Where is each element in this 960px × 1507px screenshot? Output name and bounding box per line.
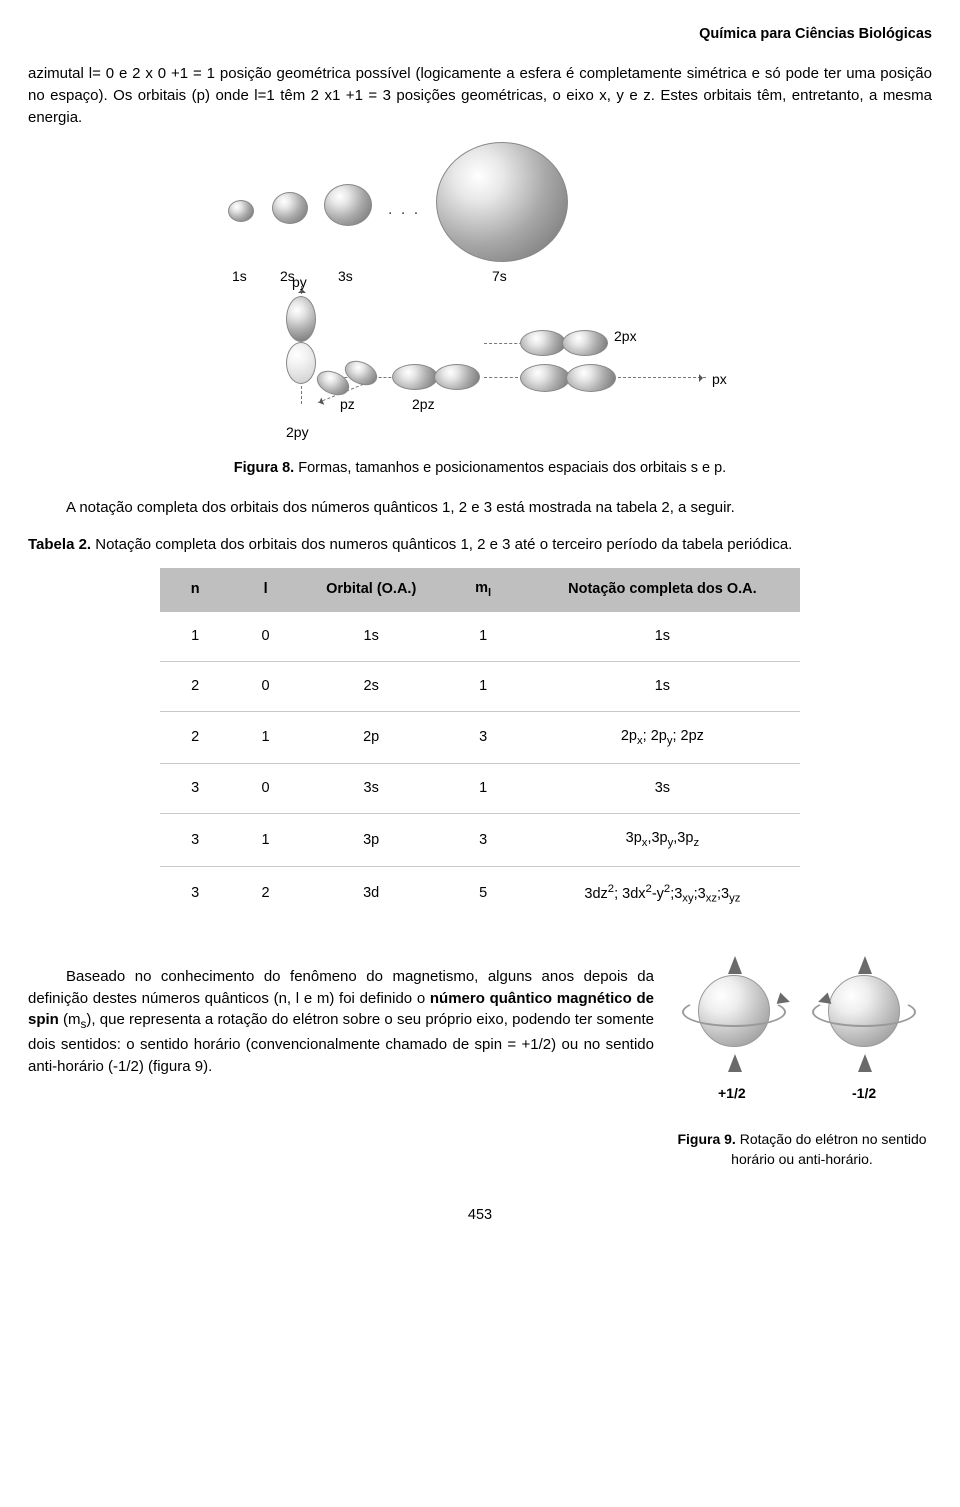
table-cell: 1 [230,712,300,764]
label-px: px [712,369,727,389]
paragraph-3: Baseado no conhecimento do fenômeno do m… [28,951,654,1078]
orbital-7s-icon [436,142,568,262]
lobe-2pz-a-icon [392,364,438,390]
th-n: n [160,568,230,612]
table-cell: 3 [442,814,525,866]
paragraph-3-text: Baseado no conhecimento do fenômeno do m… [28,966,654,1078]
th-ml-sub: l [488,587,491,599]
figure-9: +1/2 -1/2 Figura 9. Rotação do elétron n… [672,951,932,1170]
s-orbitals-row: . . . 1s 2s 3s 7s [220,140,740,280]
page-header: Química para Ciências Biológicas [28,24,932,45]
th-l: l [230,568,300,612]
table2-caption-bold: Tabela 2. [28,536,91,553]
p-orbitals-row: py pz 2pz 2px px 2py [220,284,740,454]
label-2px: 2px [614,326,637,346]
spin-label-minus: -1/2 [852,1083,876,1103]
th-ml: ml [442,568,525,612]
table-row: 212p32px; 2py; 2pz [160,712,800,764]
table-cell: 2 [230,866,300,921]
table-cell: 1s [301,612,442,662]
orbital-2s-icon [272,192,308,224]
axis-arrow-up-right-icon [858,949,872,974]
axis-x-icon [618,377,706,378]
orbital-1s-icon [228,200,254,222]
lobe-py-bottom-icon [286,342,316,384]
axis-arrow-down-right-icon [858,1047,872,1072]
table-cell: 3 [160,814,230,866]
paragraph-1: azimutal l= 0 e 2 x 0 +1 = 1 posição geo… [28,63,932,128]
lobe-px-b-icon [566,364,616,392]
axis-arrow-down-left-icon [728,1047,742,1072]
table-cell: 0 [230,662,300,712]
table-cell: 2p [301,712,442,764]
fig8-caption-bold: Figura 8. [234,460,294,476]
table-cell: 1 [230,814,300,866]
table-cell: 2 [160,712,230,764]
lobe-px-a-icon [520,364,570,392]
table-cell: 1 [160,612,230,662]
table-cell: 5 [442,866,525,921]
table-cell: 3 [442,712,525,764]
figure-8: . . . 1s 2s 3s 7s py pz 2pz 2px px [220,140,740,454]
table-cell: 3 [160,764,230,814]
spin-label-plus: +1/2 [718,1083,746,1103]
table-cell: 3s [301,764,442,814]
label-2py: 2py [286,422,309,442]
table-cell: 0 [230,764,300,814]
orbitals-table: n l Orbital (O.A.) ml Notação completa d… [160,568,800,921]
table-cell-notation: 1s [525,662,800,712]
p3-c: (m [59,1011,81,1028]
table-cell: 1 [442,764,525,814]
spin-section: Baseado no conhecimento do fenômeno do m… [28,951,932,1170]
th-oa: Orbital (O.A.) [301,568,442,612]
fig9-caption-text: Rotação do elétron no sentido horário ou… [731,1131,926,1167]
page-number: 453 [28,1205,932,1226]
spin-canvas: +1/2 -1/2 [672,951,932,1121]
table-cell-notation: 2px; 2py; 2pz [525,712,800,764]
rotation-ring-left-icon [682,997,786,1027]
figure-9-caption: Figura 9. Rotação do elétron no sentido … [672,1129,932,1170]
table-row: 303s13s [160,764,800,814]
label-pz: pz [340,394,355,414]
label-2pz: 2pz [412,394,435,414]
table-2: n l Orbital (O.A.) ml Notação completa d… [160,568,800,921]
table-cell-notation: 1s [525,612,800,662]
th-ml-main: m [475,580,488,596]
lobe-2px-a-icon [520,330,566,356]
table-cell-notation: 3s [525,764,800,814]
orbital-3s-icon [324,184,372,226]
table-cell: 0 [230,612,300,662]
p3-e: ), que representa a rotação do elétron s… [28,1011,654,1075]
table-cell: 2 [160,662,230,712]
ellipsis-icon: . . . [388,198,420,221]
table-cell-notation: 3px,3py,3pz [525,814,800,866]
table-cell: 2s [301,662,442,712]
axis-px-dash-left-icon [484,377,518,378]
axis-arrow-up-left-icon [728,949,742,974]
table2-caption-text: Notação completa dos orbitais dos numero… [91,536,792,553]
table-row: 313p33px,3py,3pz [160,814,800,866]
lobe-2px-b-icon [562,330,608,356]
table-cell: 3d [301,866,442,921]
lobe-py-top-icon [286,296,316,342]
figure-8-caption: Figura 8. Formas, tamanhos e posicioname… [28,458,932,479]
fig9-caption-bold: Figura 9. [677,1131,735,1147]
table-row: 202s11s [160,662,800,712]
table-header-row: n l Orbital (O.A.) ml Notação completa d… [160,568,800,612]
table-row: 101s11s [160,612,800,662]
lobe-2pz-b-icon [434,364,480,390]
th-nota: Notação completa dos O.A. [525,568,800,612]
table-2-caption: Tabela 2. Notação completa dos orbitais … [28,534,932,556]
label-py: py [292,272,307,292]
table-cell: 1 [442,662,525,712]
table-cell: 1 [442,612,525,662]
paragraph-2: A notação completa dos orbitais dos núme… [28,497,932,519]
table-cell: 3p [301,814,442,866]
table-cell-notation: 3dz2; 3dx2-y2;3xy;3xz;3yz [525,866,800,921]
table-cell: 3 [160,866,230,921]
table-row: 323d53dz2; 3dx2-y2;3xy;3xz;3yz [160,866,800,921]
fig8-caption-text: Formas, tamanhos e posicionamentos espac… [294,460,726,476]
